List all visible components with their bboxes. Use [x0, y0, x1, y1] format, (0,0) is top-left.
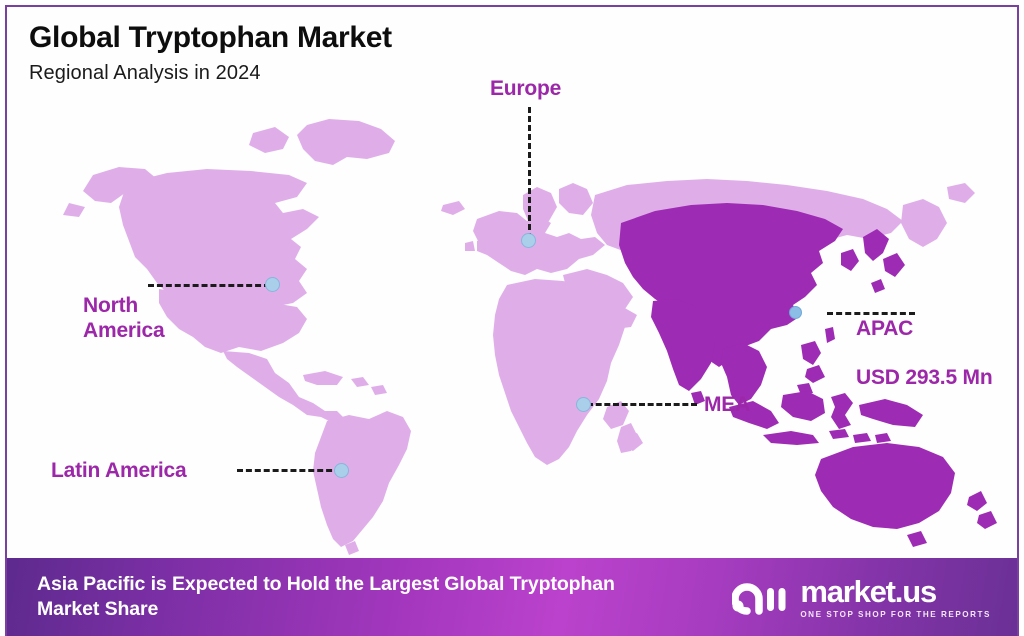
map-marker-mea[interactable]	[576, 397, 591, 412]
leader-line-latin-america	[237, 469, 341, 472]
world-map-svg	[63, 119, 997, 555]
leader-line-north-america	[148, 284, 270, 287]
region-label-apac-value: USD 293.5 Mn	[856, 366, 993, 390]
footer-banner: Asia Pacific is Expected to Hold the Lar…	[7, 558, 1017, 636]
market-us-logo-icon	[732, 583, 786, 615]
brand-logo-text: market.us ONE STOP SHOP FOR THE REPORTS	[800, 576, 991, 619]
leader-line-apac	[827, 312, 915, 315]
map-marker-europe[interactable]	[521, 233, 536, 248]
footer-banner-text: Asia Pacific is Expected to Hold the Lar…	[37, 573, 615, 620]
brand-tagline: ONE STOP SHOP FOR THE REPORTS	[800, 609, 991, 619]
region-label-latin-america: Latin America	[51, 459, 187, 482]
header: Global Tryptophan Market Regional Analys…	[29, 21, 392, 85]
infographic-card: Global Tryptophan Market Regional Analys…	[5, 5, 1019, 636]
map-highlight-regions-apac	[619, 203, 997, 547]
map-marker-apac[interactable]	[789, 306, 802, 319]
map-marker-north-america[interactable]	[265, 277, 280, 292]
page-title: Global Tryptophan Market	[29, 21, 392, 54]
page-subtitle: Regional Analysis in 2024	[29, 62, 261, 84]
map-marker-latin-america[interactable]	[334, 463, 349, 478]
region-label-apac-name: APAC	[856, 316, 914, 340]
brand-wordmark: market.us	[800, 573, 937, 609]
region-label-north-america: North America	[83, 294, 165, 342]
leader-line-europe	[528, 107, 531, 239]
region-label-mea: MEA	[704, 393, 751, 416]
brand-logo[interactable]: market.us ONE STOP SHOP FOR THE REPORTS	[732, 576, 999, 619]
leader-line-mea	[587, 403, 697, 406]
region-label-europe: Europe	[490, 77, 562, 100]
world-map	[7, 7, 1017, 567]
region-label-apac: APAC USD 293.5 Mn	[856, 292, 993, 416]
